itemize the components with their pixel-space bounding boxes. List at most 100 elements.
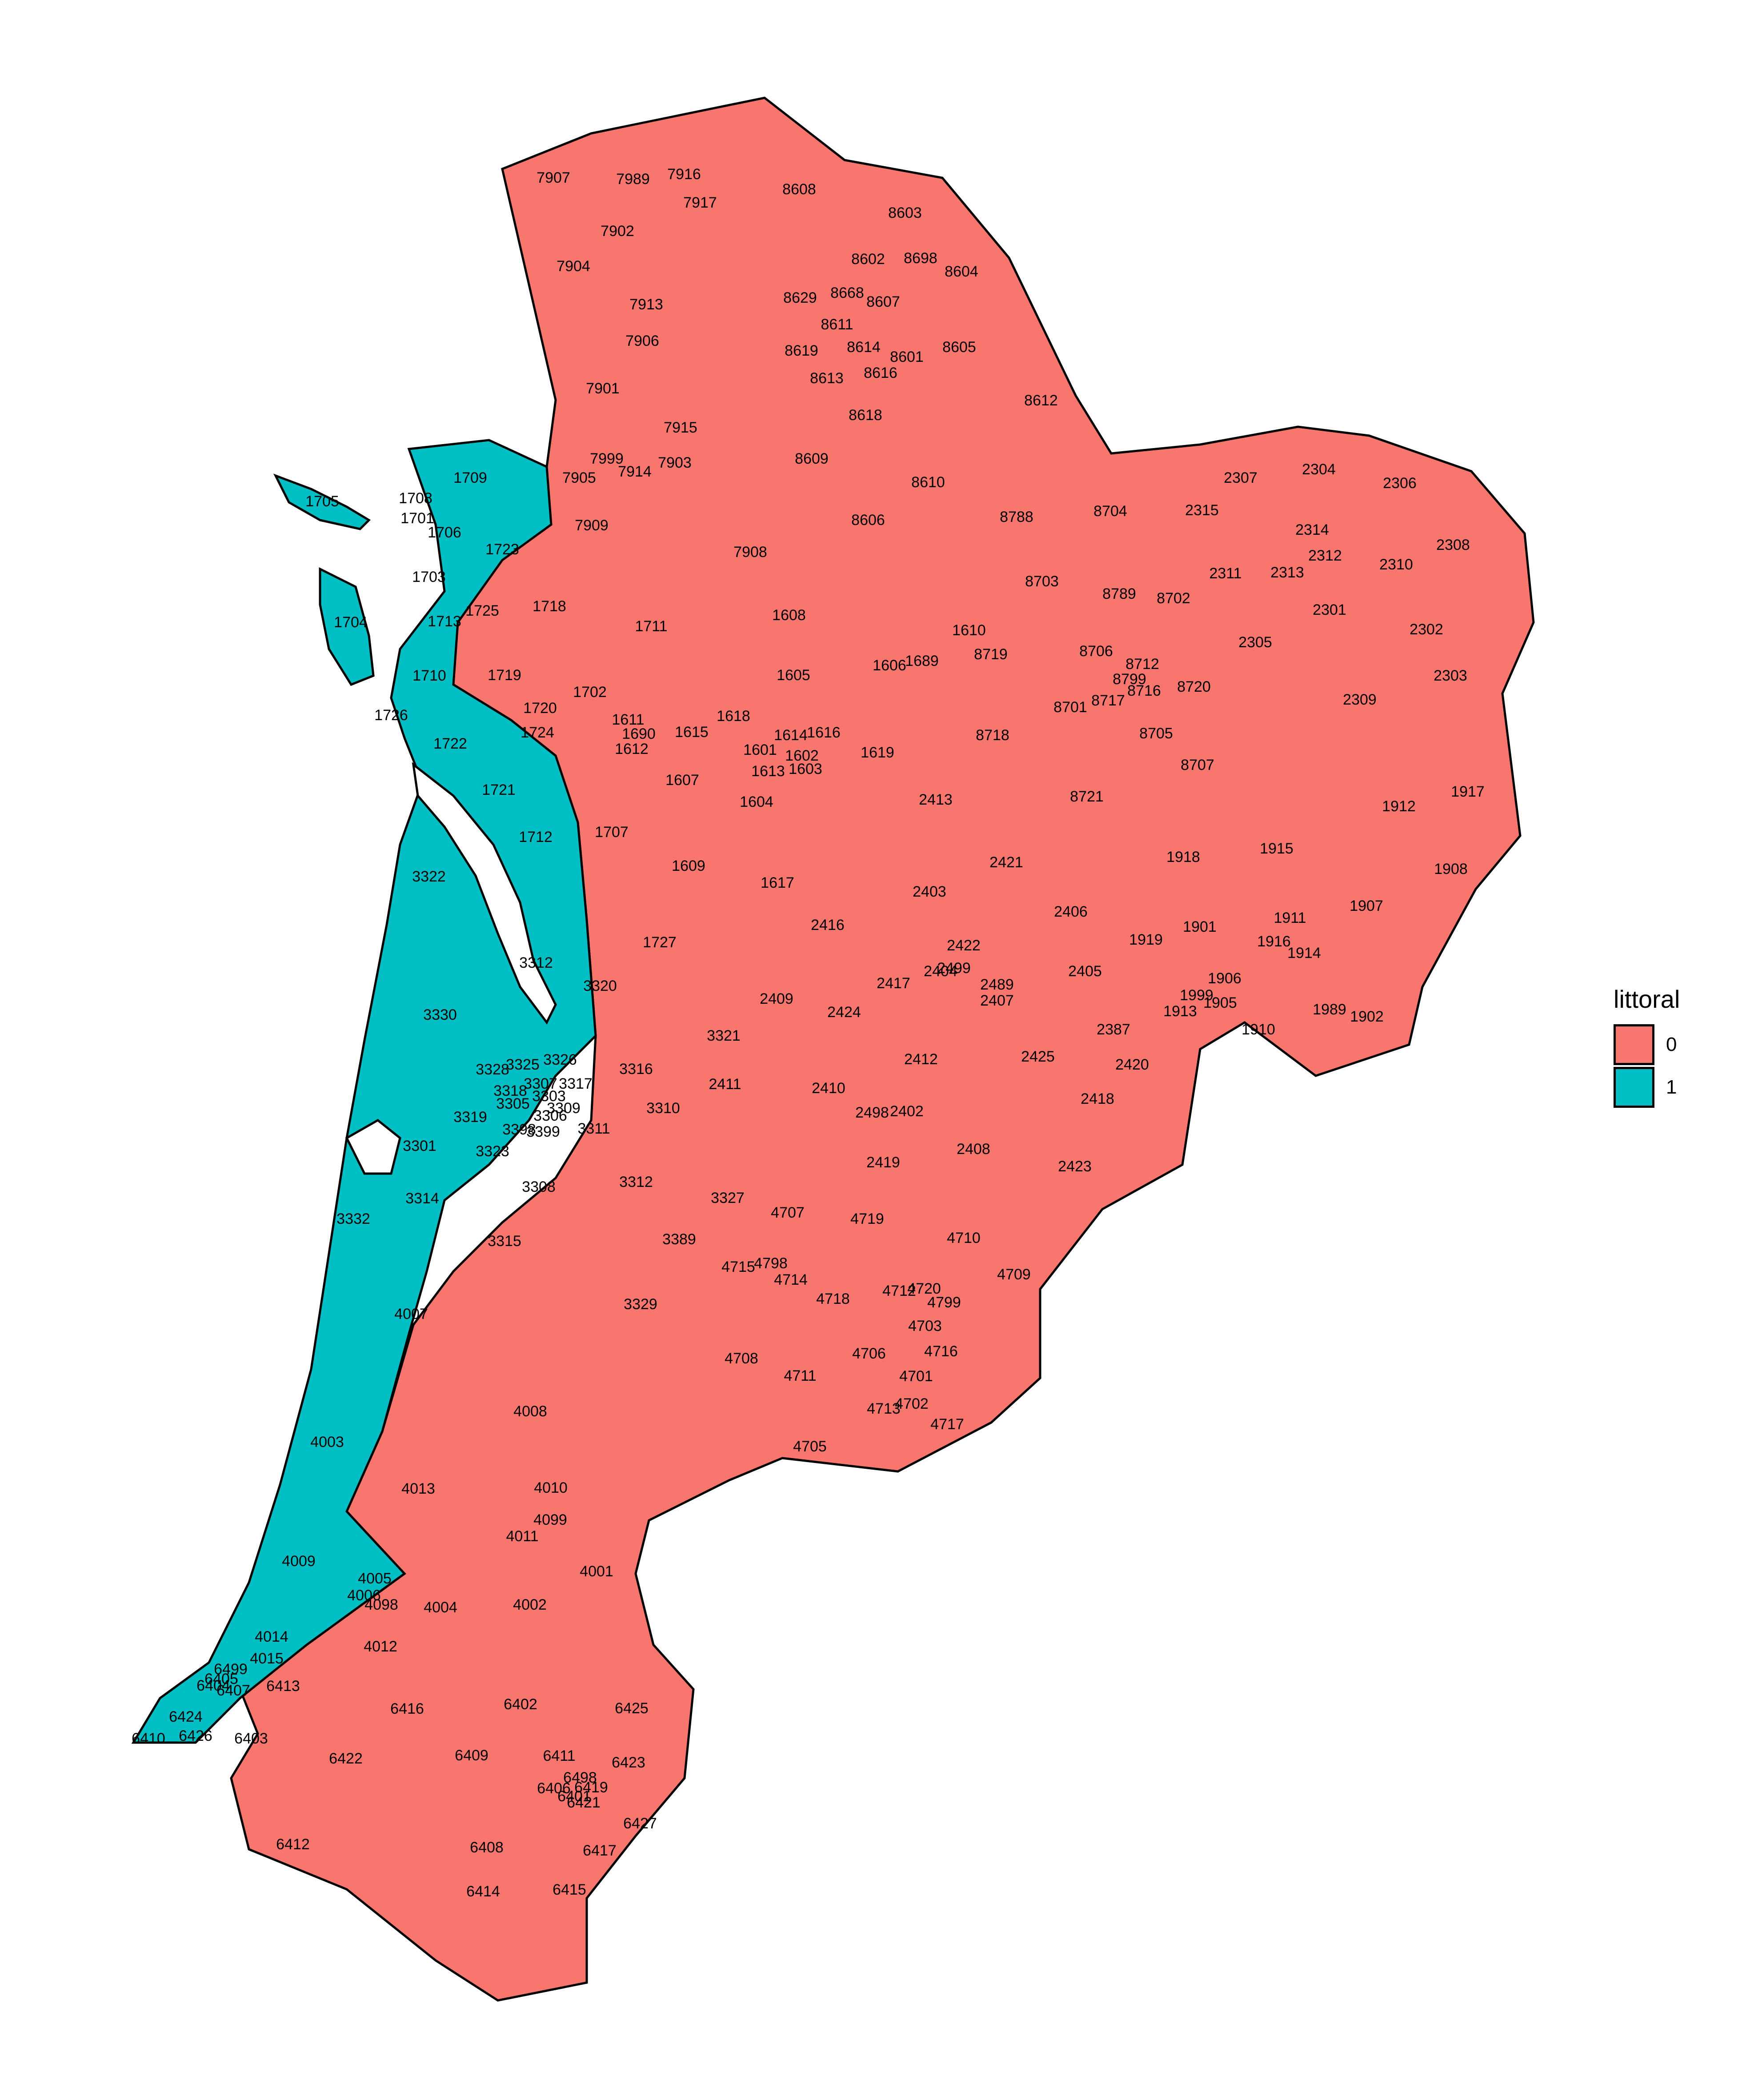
region-label-8610: 8610 [911,474,945,491]
region-label-1919: 1919 [1129,931,1163,948]
region-label-6499: 6499 [214,1661,248,1678]
region-label-1689: 1689 [905,653,939,669]
region-label-8605: 8605 [942,339,976,356]
region-label-1706: 1706 [428,524,461,541]
region-label-2310: 2310 [1379,556,1413,573]
region-label-8606: 8606 [851,512,885,529]
region-label-3330: 3330 [423,1006,457,1023]
region-label-3311: 3311 [577,1120,610,1137]
region-label-8707: 8707 [1181,757,1214,773]
region-label-2410: 2410 [812,1080,845,1097]
region-label-2304: 2304 [1302,461,1336,478]
region-label-1607: 1607 [665,772,699,789]
region-label-2403: 2403 [913,883,946,900]
region-label-8701: 8701 [1053,699,1087,716]
region-label-7917: 7917 [683,194,717,211]
region-label-2423: 2423 [1058,1158,1092,1175]
region-label-1702: 1702 [573,684,607,701]
legend-item-1: 1 [1614,1066,1680,1109]
region-label-2315: 2315 [1185,502,1219,519]
region-label-1915: 1915 [1260,840,1293,857]
land-regions [131,96,1535,2002]
region-label-8612: 8612 [1024,392,1058,409]
region-label-6410: 6410 [132,1730,165,1747]
region-label-6409: 6409 [455,1747,489,1764]
region-littoral-island [273,473,371,530]
region-label-4008: 4008 [513,1403,547,1420]
region-label-1721: 1721 [482,781,516,798]
region-label-6498: 6498 [563,1769,597,1786]
region-label-6411: 6411 [543,1747,575,1764]
region-label-4013: 4013 [401,1480,435,1497]
region-label-1724: 1724 [521,724,554,741]
region-label-2417: 2417 [877,975,910,992]
region-label-3321: 3321 [707,1027,741,1044]
region-label-8799: 8799 [1113,671,1146,688]
region-label-8719: 8719 [974,646,1008,663]
region-label-1711: 1711 [635,618,667,635]
region-label-4717: 4717 [930,1416,964,1433]
region-label-2424: 2424 [827,1004,861,1021]
region-label-6412: 6412 [276,1836,310,1853]
region-label-7909: 7909 [575,517,609,534]
region-label-4709: 4709 [997,1266,1031,1283]
region-label-2303: 2303 [1434,667,1467,684]
region-label-6402: 6402 [504,1696,537,1713]
region-label-4011: 4011 [506,1528,538,1545]
region-label-7914: 7914 [618,463,652,480]
legend-label-0: 0 [1666,1034,1677,1055]
region-label-8609: 8609 [795,450,829,467]
region-label-4703: 4703 [908,1318,942,1335]
region-label-6427: 6427 [623,1815,657,1832]
region-label-3318: 3318 [493,1082,527,1099]
region-label-8721: 8721 [1070,788,1104,805]
region-label-7902: 7902 [601,223,634,240]
legend-item-0: 0 [1614,1023,1680,1066]
region-label-4001: 4001 [580,1563,613,1580]
region-label-7904: 7904 [557,258,590,275]
region-label-8712: 8712 [1125,656,1159,673]
region-label-3398: 3398 [502,1121,536,1138]
region-label-4706: 4706 [852,1345,886,1362]
region-label-3319: 3319 [453,1109,487,1126]
region-label-2413: 2413 [919,791,953,808]
region-label-4720: 4720 [907,1280,941,1297]
region-label-2406: 2406 [1054,903,1088,920]
region-littoral [131,439,597,1744]
region-label-1615: 1615 [675,724,709,741]
region-label-2306: 2306 [1383,475,1417,492]
legend-title: littoral [1614,985,1680,1013]
region-label-1726: 1726 [374,707,408,724]
region-label-8706: 8706 [1079,643,1113,660]
region-label-8619: 8619 [785,342,818,359]
region-label-4719: 4719 [850,1210,884,1227]
region-label-3310: 3310 [646,1100,680,1117]
region-label-1911: 1911 [1273,910,1306,926]
region-label-4004: 4004 [424,1599,457,1616]
region-label-8720: 8720 [1177,678,1211,695]
region-label-3301: 3301 [403,1138,436,1154]
region-label-7999: 7999 [590,450,624,467]
region-label-8789: 8789 [1102,585,1136,602]
region-littoral-island [319,567,375,686]
region-label-3322: 3322 [412,868,446,885]
region-label-2387: 2387 [1097,1021,1130,1038]
region-label-4014: 4014 [255,1628,288,1645]
region-label-8629: 8629 [783,289,817,306]
region-label-1616: 1616 [807,724,841,741]
region-label-1614: 1614 [774,727,808,744]
region-label-2408: 2408 [957,1141,990,1158]
region-label-3325: 3325 [506,1056,540,1073]
region-label-4718: 4718 [816,1290,850,1307]
region-label-2305: 2305 [1238,634,1272,651]
region-label-2418: 2418 [1081,1090,1114,1107]
region-label-1601: 1601 [743,741,777,758]
region-label-8603: 8603 [888,204,922,221]
region-label-4798: 4798 [754,1255,788,1272]
region-label-6413: 6413 [266,1678,300,1695]
region-label-4713: 4713 [867,1400,901,1417]
region-label-2411: 2411 [709,1076,741,1093]
region-label-7915: 7915 [664,419,697,436]
region-label-8601: 8601 [890,349,924,365]
estuary-gironde [412,762,557,1025]
